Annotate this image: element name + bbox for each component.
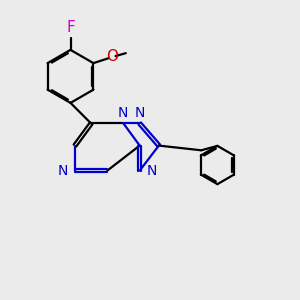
Text: N: N bbox=[146, 164, 157, 178]
Text: O: O bbox=[106, 49, 118, 64]
Text: N: N bbox=[135, 106, 146, 120]
Text: N: N bbox=[58, 164, 68, 178]
Text: N: N bbox=[118, 106, 128, 120]
Text: F: F bbox=[66, 20, 75, 34]
